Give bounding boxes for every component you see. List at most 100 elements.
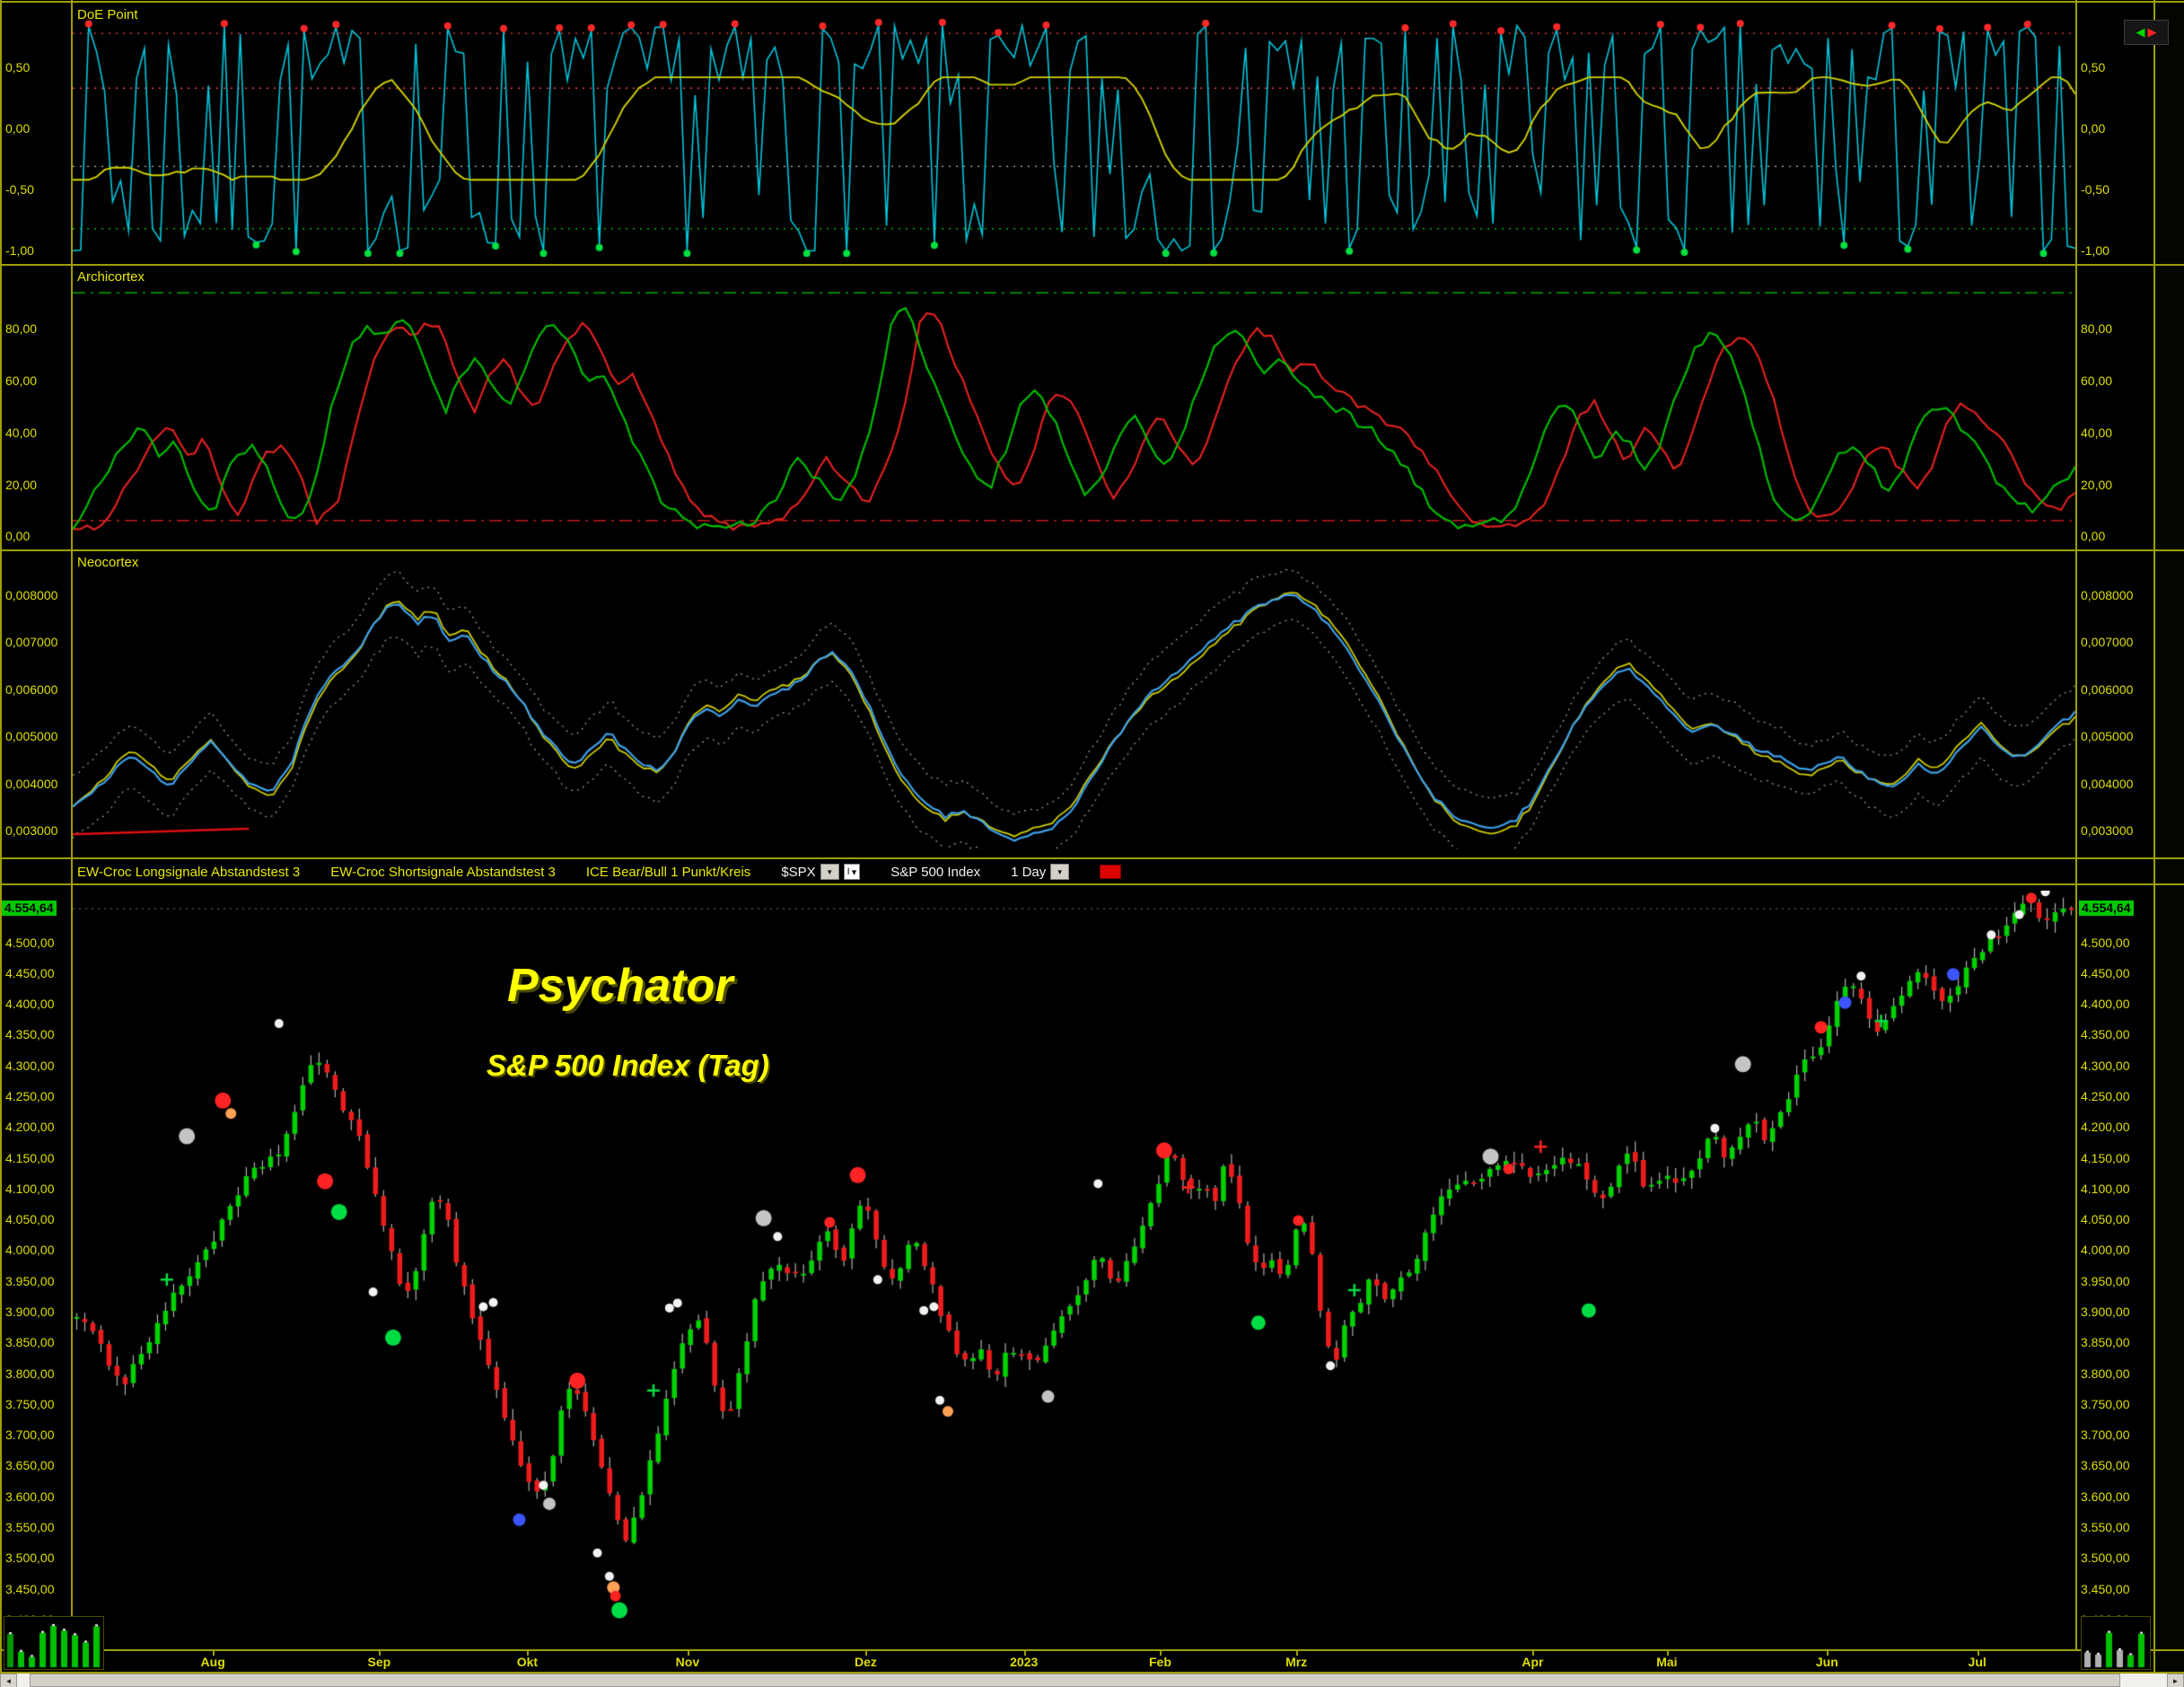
x-axis-tick-mark (379, 1650, 382, 1656)
y-axis-tick-label: 3.750,00 (2081, 1396, 2130, 1411)
y-axis-tick-label: 40,00 (2081, 425, 2113, 440)
y-axis-tick-label: 4.250,00 (2081, 1089, 2130, 1103)
y-axis-tick-label: 4.500,00 (5, 935, 55, 950)
y-axis-tick-label: 3.450,00 (2081, 1581, 2130, 1596)
nav-right-arrow-icon: ▶ (2147, 25, 2157, 39)
y-axis-tick-label: 3.850,00 (2081, 1335, 2130, 1350)
dropdown-arrow-icon: ▼ (826, 867, 834, 876)
y-axis-tick-label: 0,006000 (5, 681, 58, 697)
y-axis-tick-label: 3.450,00 (5, 1581, 55, 1596)
y-axis-tick-label: 4.100,00 (5, 1181, 55, 1196)
panel-frame-line (0, 1672, 2184, 1674)
y-axis-tick-label: 0,00 (5, 121, 31, 136)
alert-indicator-badge[interactable] (1100, 865, 1122, 879)
x-axis-tick-mark (1977, 1650, 1979, 1656)
panel-title-archicortex: Archicortex (77, 269, 145, 285)
x-axis-month-label: Apr (1522, 1655, 1544, 1669)
y-axis-tick-label: 0,50 (5, 60, 31, 75)
panel-title-neocortex: Neocortex (77, 555, 139, 570)
indicator-label-ice-bearbull[interactable]: ICE Bear/Bull 1 Punkt/Kreis (585, 864, 751, 880)
scroll-left-arrow[interactable]: ◄ (0, 1674, 17, 1687)
collapsed-side-panel[interactable] (2153, 0, 2184, 1672)
symbol-dropdown-button[interactable]: ▼ (820, 864, 839, 880)
y-axis-tick-label: 4.200,00 (5, 1120, 55, 1135)
chart-watermark-title: Psychator (507, 960, 733, 1012)
doe-point-plot[interactable] (73, 13, 2075, 257)
panel-frame-line (0, 264, 2184, 266)
interval-icon: I (846, 866, 850, 877)
y-axis-tick-label: 4.450,00 (5, 965, 55, 980)
y-axis-tick-label: 80,00 (2081, 321, 2113, 337)
scroll-right-arrow[interactable]: ► (2167, 1674, 2184, 1687)
y-axis-tick-label: 40,00 (5, 425, 38, 440)
x-axis-tick-mark (1827, 1650, 1829, 1656)
interval-selector[interactable]: I ▾ (843, 864, 861, 880)
mini-overview-right[interactable] (2081, 1616, 2151, 1670)
y-axis-tick-label: 3.550,00 (5, 1519, 55, 1534)
axis-frame-line (71, 0, 73, 1649)
x-axis-month-label: Dez (855, 1655, 877, 1669)
y-axis-tick-label: 3.600,00 (2081, 1489, 2130, 1504)
y-axis-tick-label: 4.400,00 (5, 997, 55, 1012)
indicator-label-ewcroc-long[interactable]: EW-Croc Longsignale Abstandstest 3 (77, 864, 301, 880)
mini-overview-left[interactable] (4, 1616, 104, 1670)
y-axis-tick-label: 4.100,00 (2081, 1181, 2130, 1196)
y-axis-tick-label: 0,007000 (2081, 635, 2134, 650)
x-axis-tick-mark (1160, 1650, 1162, 1656)
period-dropdown-button[interactable]: ▼ (1050, 864, 1070, 880)
last-price-badge: 4.554,64 (2, 901, 57, 917)
x-axis-month-label: Nov (675, 1655, 700, 1669)
price-candlestick-plot[interactable] (73, 891, 2075, 1647)
y-axis-tick-label: 3.800,00 (2081, 1366, 2130, 1381)
neocortex-plot[interactable] (73, 558, 2075, 849)
y-axis-tick-label: 4.350,00 (2081, 1027, 2130, 1042)
y-axis-tick-label: 4.400,00 (2081, 997, 2130, 1012)
x-axis-tick-mark (213, 1650, 215, 1656)
period-label[interactable]: 1 Day (1011, 864, 1047, 880)
panel-frame-line (0, 1649, 2184, 1651)
x-axis-month-label: Feb (1148, 1655, 1171, 1669)
y-axis-tick-label: -1,00 (5, 243, 34, 259)
y-axis-tick-label: 3.650,00 (2081, 1458, 2130, 1473)
y-axis-tick-label: 3.700,00 (2081, 1428, 2130, 1443)
y-axis-tick-label: 0,007000 (5, 635, 58, 650)
x-axis-month-label: Jun (1815, 1655, 1838, 1669)
x-axis-tick-mark (1532, 1650, 1535, 1656)
y-axis-tick-label: 3.950,00 (2081, 1273, 2130, 1288)
y-axis-tick-label: 4.500,00 (2081, 935, 2130, 950)
y-axis-tick-label: 3.650,00 (5, 1458, 55, 1473)
scrollbar-track[interactable] (17, 1674, 2167, 1687)
y-axis-tick-label: 4.000,00 (2081, 1243, 2130, 1258)
archicortex-plot[interactable] (73, 272, 2075, 541)
y-axis-tick-label: 60,00 (5, 373, 38, 389)
chart-watermark-subtitle: S&P 500 Index (Tag) (487, 1049, 769, 1082)
y-axis-tick-label: 0,008000 (2081, 587, 2134, 602)
y-axis-tick-label: 4.050,00 (5, 1212, 55, 1227)
y-axis-tick-label: 4.350,00 (5, 1027, 55, 1042)
y-axis-tick-label: 3.500,00 (2081, 1551, 2130, 1566)
scroll-to-end-button[interactable]: ◀ ▶ (2124, 20, 2169, 45)
symbol-label[interactable]: $SPX (781, 864, 816, 880)
y-axis-tick-label: 0,00 (2081, 121, 2106, 136)
panel-frame-line (0, 549, 2184, 551)
axis-frame-line (2075, 0, 2077, 1649)
scrollbar-thumb[interactable] (30, 1674, 2120, 1687)
indicator-label-ewcroc-short[interactable]: EW-Croc Shortsignale Abstandstest 3 (330, 864, 556, 880)
panel-frame-line (0, 857, 2184, 859)
axis-frame-line (0, 0, 2, 1672)
y-axis-tick-label: 3.750,00 (5, 1396, 55, 1411)
y-axis-tick-label: 60,00 (2081, 373, 2113, 389)
y-axis-tick-label: 20,00 (2081, 477, 2113, 492)
x-axis-month-label: Mai (1656, 1655, 1678, 1669)
panel-title-doe-point: DoE Point (77, 7, 138, 22)
x-axis-month-label: Aug (200, 1655, 225, 1669)
y-axis-tick-label: 0,00 (2081, 529, 2106, 544)
scroll-left-icon: ◄ (4, 1677, 13, 1685)
y-axis-tick-label: 3.550,00 (2081, 1519, 2130, 1534)
panel-frame-line (0, 1, 2184, 3)
x-axis-tick-mark (1296, 1650, 1299, 1656)
horizontal-scrollbar[interactable]: ◄ ► (0, 1674, 2184, 1687)
y-axis-tick-label: 0,008000 (5, 587, 58, 602)
y-axis-tick-label: 0,006000 (2081, 681, 2134, 697)
